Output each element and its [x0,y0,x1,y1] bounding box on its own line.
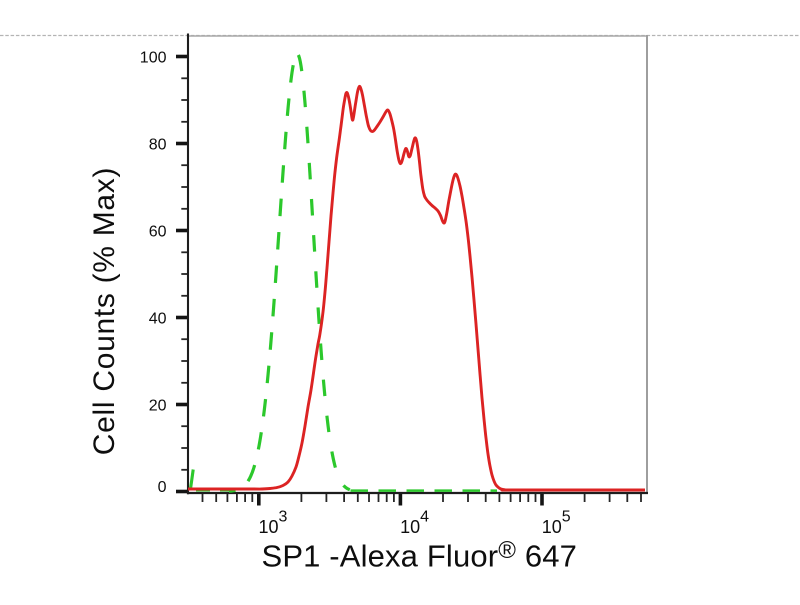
svg-text:0: 0 [158,479,167,496]
svg-text:Cell Counts (% Max): Cell Counts (% Max) [88,167,121,455]
svg-text:SP1 -Alexa Fluor® 647: SP1 -Alexa Fluor® 647 [262,537,578,574]
svg-text:40: 40 [149,310,167,327]
svg-text:100: 100 [140,49,167,66]
svg-text:60: 60 [149,223,167,240]
svg-text:80: 80 [149,136,167,153]
svg-text:20: 20 [149,397,167,414]
